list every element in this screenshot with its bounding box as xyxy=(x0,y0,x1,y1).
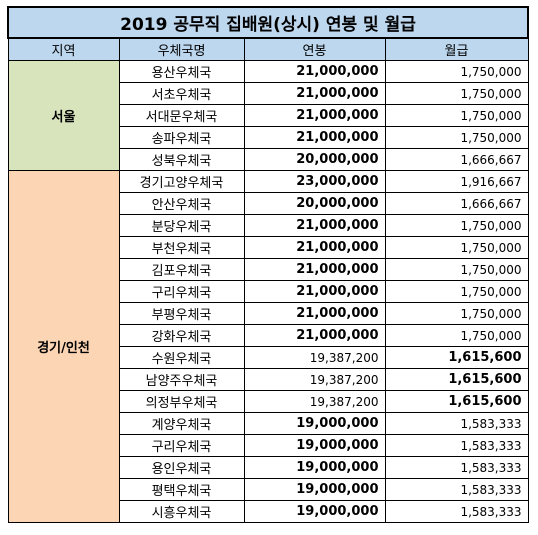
office-cell: 부천우체국 xyxy=(118,236,245,259)
office-cell: 송파우체국 xyxy=(118,126,245,149)
header-annual: 연봉 xyxy=(243,37,386,61)
monthly-cell: 1,615,600 xyxy=(384,346,529,369)
table-row: 계양우체국 19,000,000 1,583,333 xyxy=(8,412,529,435)
office-cell: 남양주우체국 xyxy=(118,368,245,391)
monthly-cell: 1,750,000 xyxy=(384,302,529,325)
table-row: 평택우체국 19,000,000 1,583,333 xyxy=(8,478,529,501)
monthly-cell: 1,583,333 xyxy=(384,434,529,457)
table-row: 김포우체국 21,000,000 1,750,000 xyxy=(8,258,529,281)
annual-cell: 19,000,000 xyxy=(243,478,386,501)
monthly-cell: 1,615,600 xyxy=(384,368,529,391)
office-cell: 용인우체국 xyxy=(118,456,245,479)
annual-cell: 21,000,000 xyxy=(243,258,386,281)
monthly-cell: 1,583,333 xyxy=(384,456,529,479)
office-cell: 서대문우체국 xyxy=(118,104,245,127)
annual-cell: 19,387,200 xyxy=(243,390,386,413)
annual-cell: 19,000,000 xyxy=(243,500,386,523)
salary-table: 2019 공무직 집배원(상시) 연봉 및 월급 지역 우체국명 연봉 월급 서… xyxy=(6,6,530,523)
table-row: 서울 용산우체국 21,000,000 1,750,000 xyxy=(7,60,529,171)
table-row: 수원우체국 19,387,200 1,615,600 xyxy=(8,346,529,369)
monthly-cell: 1,666,667 xyxy=(384,192,529,215)
table-row: 남양주우체국 19,387,200 1,615,600 xyxy=(8,368,529,391)
annual-cell: 21,000,000 xyxy=(243,104,386,127)
monthly-cell: 1,583,333 xyxy=(384,500,529,523)
monthly-cell: 1,750,000 xyxy=(384,104,529,127)
office-cell: 김포우체국 xyxy=(118,258,245,281)
annual-cell: 19,000,000 xyxy=(243,456,386,479)
monthly-cell: 1,583,333 xyxy=(384,412,529,435)
region-cell: 경기/인천 xyxy=(7,170,120,523)
table-title: 2019 공무직 집배원(상시) 연봉 및 월급 xyxy=(6,6,530,39)
office-cell: 안산우체국 xyxy=(118,192,245,215)
region-cell: 서울 xyxy=(7,60,120,171)
table-row: 서대문우체국 21,000,000 1,750,000 xyxy=(8,104,529,127)
office-cell: 의정부우체국 xyxy=(118,390,245,413)
monthly-cell: 1,750,000 xyxy=(384,236,529,259)
table-row: 부천우체국 21,000,000 1,750,000 xyxy=(8,236,529,259)
monthly-cell: 1,750,000 xyxy=(384,258,529,281)
office-cell: 서초우체국 xyxy=(118,82,245,105)
office-cell: 용산우체국 xyxy=(118,60,245,83)
annual-cell: 21,000,000 xyxy=(243,324,386,347)
annual-cell: 20,000,000 xyxy=(243,148,386,171)
monthly-cell: 1,583,333 xyxy=(384,478,529,501)
annual-cell: 19,387,200 xyxy=(243,346,386,369)
monthly-cell: 1,666,667 xyxy=(384,148,529,171)
office-cell: 분당우체국 xyxy=(118,214,245,237)
header-monthly: 월급 xyxy=(384,37,529,61)
table-row: 안산우체국 20,000,000 1,666,667 xyxy=(8,192,529,215)
annual-cell: 23,000,000 xyxy=(243,170,386,193)
header-row: 지역 우체국명 연봉 월급 xyxy=(7,37,529,61)
table-row: 경기/인천 경기고양우체국 23,000,000 1,916,667 xyxy=(7,170,529,523)
office-cell: 시흥우체국 xyxy=(118,500,245,523)
annual-cell: 21,000,000 xyxy=(243,60,386,83)
monthly-cell: 1,750,000 xyxy=(384,82,529,105)
office-cell: 계양우체국 xyxy=(118,412,245,435)
annual-cell: 19,000,000 xyxy=(243,412,386,435)
table-row: 시흥우체국 19,000,000 1,583,333 xyxy=(8,500,529,523)
salary-sheet: 2019 공무직 집배원(상시) 연봉 및 월급 지역 우체국명 연봉 월급 서… xyxy=(6,6,530,523)
table-row: 성북우체국 20,000,000 1,666,667 xyxy=(8,148,529,171)
office-cell: 성북우체국 xyxy=(118,148,245,171)
office-cell: 경기고양우체국 xyxy=(118,170,245,193)
table-row: 구리우체국 21,000,000 1,750,000 xyxy=(8,280,529,303)
annual-cell: 21,000,000 xyxy=(243,302,386,325)
monthly-cell: 1,750,000 xyxy=(384,60,529,83)
header-region: 지역 xyxy=(7,37,120,61)
office-cell: 구리우체국 xyxy=(118,280,245,303)
annual-cell: 21,000,000 xyxy=(243,280,386,303)
monthly-cell: 1,750,000 xyxy=(384,324,529,347)
table-row: 분당우체국 21,000,000 1,750,000 xyxy=(8,214,529,237)
monthly-cell: 1,916,667 xyxy=(384,170,529,193)
annual-cell: 20,000,000 xyxy=(243,192,386,215)
table-body: 서울 용산우체국 21,000,000 1,750,000 서초우체국 21,000,00… xyxy=(7,60,529,523)
monthly-cell: 1,750,000 xyxy=(384,280,529,303)
office-cell: 평택우체국 xyxy=(118,478,245,501)
office-cell: 부평우체국 xyxy=(118,302,245,325)
office-cell: 강화우체국 xyxy=(118,324,245,347)
header-office: 우체국명 xyxy=(118,37,245,61)
table-row: 구리우체국 19,000,000 1,583,333 xyxy=(8,434,529,457)
office-cell: 수원우체국 xyxy=(118,346,245,369)
monthly-cell: 1,750,000 xyxy=(384,126,529,149)
annual-cell: 21,000,000 xyxy=(243,126,386,149)
annual-cell: 21,000,000 xyxy=(243,236,386,259)
monthly-cell: 1,750,000 xyxy=(384,214,529,237)
annual-cell: 19,387,200 xyxy=(243,368,386,391)
annual-cell: 21,000,000 xyxy=(243,82,386,105)
office-cell: 구리우체국 xyxy=(118,434,245,457)
annual-cell: 21,000,000 xyxy=(243,214,386,237)
monthly-cell: 1,615,600 xyxy=(384,390,529,413)
annual-cell: 19,000,000 xyxy=(243,434,386,457)
